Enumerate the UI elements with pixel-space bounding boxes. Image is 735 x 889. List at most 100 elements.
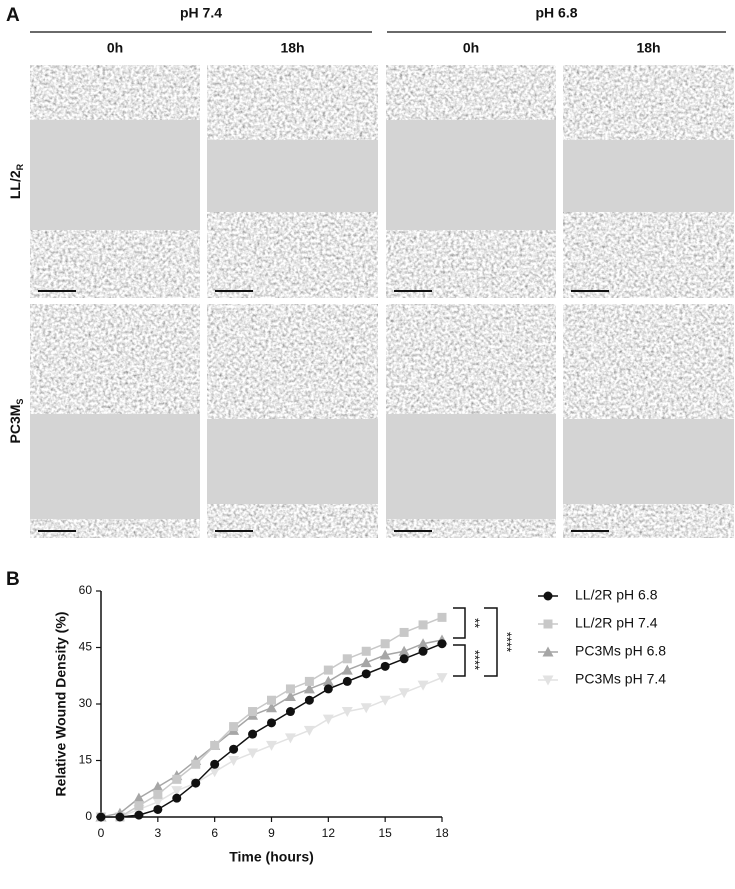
row-label-main: PC3M — [7, 405, 23, 444]
micrograph — [30, 65, 200, 298]
point — [303, 683, 315, 694]
series-line — [100, 639, 443, 818]
point — [361, 646, 371, 656]
point — [303, 725, 315, 736]
point — [437, 612, 447, 622]
significance-label: ** — [468, 618, 483, 628]
point — [380, 661, 390, 671]
legend-label: LL/2R pH 7.4 — [575, 615, 658, 631]
legend-marker — [542, 646, 554, 657]
point — [284, 690, 296, 701]
x-tick-label: 0 — [98, 826, 105, 840]
point — [229, 744, 239, 754]
point — [399, 627, 409, 637]
wound-gap — [563, 140, 734, 212]
point — [171, 786, 183, 797]
x-tick-label: 12 — [322, 826, 336, 840]
point — [247, 748, 259, 759]
point — [266, 740, 277, 751]
legend-label: PC3Ms pH 6.8 — [575, 643, 666, 659]
significance-label: **** — [468, 650, 483, 670]
micrograph — [386, 65, 556, 298]
point — [285, 684, 295, 694]
y-tick-label: 60 — [79, 583, 93, 597]
x-tick-label: 6 — [211, 826, 218, 840]
wound-gap — [386, 414, 556, 519]
point — [210, 740, 220, 750]
point — [342, 654, 352, 664]
point — [360, 703, 372, 714]
point — [399, 654, 409, 664]
point — [398, 645, 410, 656]
wound-gap — [30, 120, 200, 230]
column-title: 0h — [107, 40, 123, 56]
micrograph — [563, 304, 734, 538]
micrograph — [386, 304, 556, 538]
row-label-main: LL/2 — [7, 170, 23, 199]
point — [115, 812, 125, 822]
point — [267, 718, 276, 728]
micrograph — [563, 65, 734, 298]
legend-marker — [542, 675, 554, 686]
point — [398, 688, 410, 699]
point — [341, 664, 353, 675]
point — [323, 684, 333, 694]
wound-gap — [207, 140, 378, 212]
point — [304, 676, 314, 686]
point — [436, 673, 448, 684]
wound-gap — [30, 414, 200, 519]
point — [323, 665, 333, 675]
x-tick-label: 3 — [154, 826, 161, 840]
point — [284, 733, 296, 744]
micrograph — [207, 65, 378, 298]
x-tick-label: 9 — [268, 826, 275, 840]
column-title: 18h — [636, 40, 660, 56]
point — [134, 801, 144, 811]
point — [266, 702, 277, 713]
point — [152, 781, 164, 792]
y-tick-label: 15 — [79, 753, 93, 767]
micrograph — [30, 304, 200, 538]
series-line — [101, 616, 443, 818]
point — [285, 707, 295, 717]
point — [304, 695, 314, 705]
point — [342, 676, 352, 686]
point — [152, 797, 164, 808]
micrograph — [207, 304, 378, 538]
significance-bracket — [484, 607, 498, 677]
wound-gap — [207, 419, 378, 504]
legend-label: LL/2R pH 6.8 — [575, 587, 658, 603]
point — [418, 620, 428, 630]
legend-marker — [543, 619, 553, 629]
point — [229, 722, 239, 732]
point — [417, 638, 429, 649]
column-title: 0h — [463, 40, 479, 56]
point — [133, 792, 145, 803]
row-label-sub: S — [15, 399, 25, 405]
point — [360, 657, 372, 668]
panel-label: A — [6, 5, 20, 26]
y-tick-label: 0 — [85, 809, 92, 823]
column-title: 18h — [280, 40, 304, 56]
x-tick-label: 18 — [435, 826, 449, 840]
x-axis-label: Time (hours) — [229, 849, 314, 865]
significance-label: **** — [500, 632, 515, 652]
point — [191, 778, 201, 788]
point — [417, 680, 429, 691]
point — [172, 774, 182, 784]
point — [380, 639, 390, 649]
point — [418, 646, 428, 656]
point — [379, 695, 391, 706]
point — [210, 759, 220, 769]
point — [172, 793, 182, 803]
y-tick-label: 30 — [79, 696, 93, 710]
point — [228, 756, 240, 766]
point — [322, 714, 334, 725]
wound-gap — [386, 120, 556, 230]
point — [191, 759, 201, 769]
point — [134, 810, 144, 820]
point — [379, 649, 391, 660]
point — [322, 675, 334, 686]
point — [96, 812, 106, 822]
point — [209, 767, 221, 778]
